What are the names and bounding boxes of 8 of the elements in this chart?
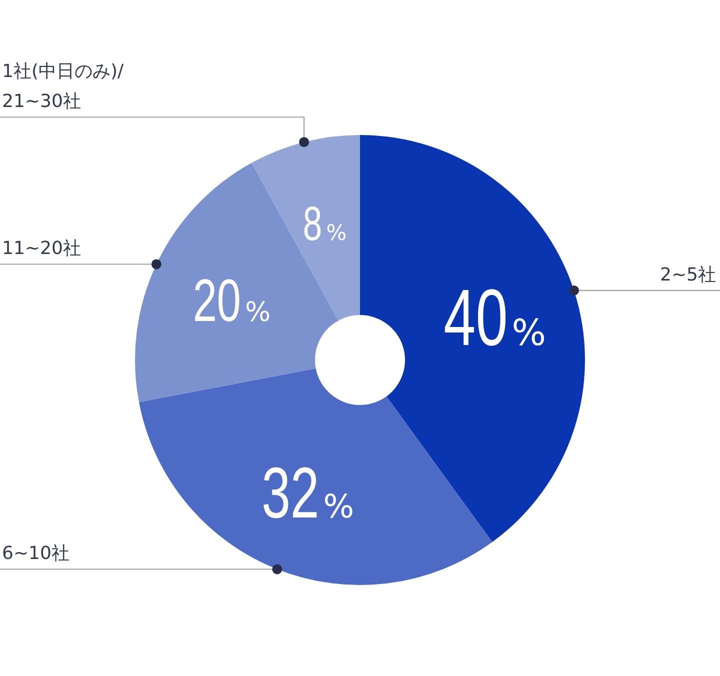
data-label: 20% — [192, 268, 271, 336]
data-label: 8% — [302, 196, 347, 250]
data-label: 32% — [262, 453, 354, 534]
slice-label: 2~5社 — [660, 264, 716, 286]
data-label: 40% — [444, 272, 546, 362]
slice-label: 6~10社 — [2, 543, 70, 564]
slice-label: 1社(中日のみ)/ 21~30社 — [2, 61, 124, 112]
slice-label: 11~20社 — [2, 238, 81, 260]
